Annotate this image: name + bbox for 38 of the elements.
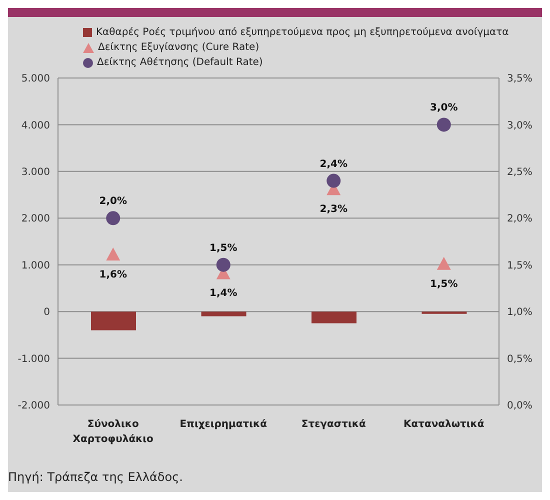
y-tick-label: 5.000 — [21, 74, 50, 85]
point — [436, 118, 451, 132]
y-tick-label: 0 — [44, 307, 50, 318]
point — [216, 258, 230, 272]
y-tick-label: -2.000 — [18, 400, 50, 412]
y2-tick-label: 1,5% — [507, 260, 532, 272]
x-tick-label: Επιχειρηματικά — [180, 419, 268, 430]
y-tick-label: 3.000 — [21, 166, 50, 178]
legend-label: Καθαρές Ροές τριμήνου από εξυπηρετούμενα προς μη εξυπηρετούμενα ανοίγματα — [96, 26, 509, 40]
x-tick-label: Σύνολικο Χαρτοφυλάκιο — [72, 419, 154, 445]
data-label: 2,4% — [320, 158, 348, 170]
y-tick-label: 4.000 — [21, 120, 50, 132]
text: Πηγή: Τράπεζα της Ελλάδος. — [8, 470, 183, 484]
legend-label: Δείκτης Εξυγίανσης (Cure Rate) — [98, 41, 260, 55]
data-label: 3,0% — [430, 102, 458, 114]
y2-tick-label: 3,5% — [507, 74, 532, 85]
y2-tick-label: 3,0% — [507, 120, 532, 132]
x-tick-label: Καταναλωτικά — [403, 419, 484, 430]
y2-tick-label: 1,0% — [507, 307, 532, 318]
y2-tick-label: 2,0% — [507, 214, 532, 225]
y2-tick-label: 0,0% — [507, 400, 532, 412]
x-tick-label: Στεγαστικά — [301, 419, 366, 430]
point — [436, 256, 451, 270]
point — [106, 248, 120, 261]
y-tick-label: 2.000 — [21, 214, 50, 225]
data-label: 2,0% — [99, 196, 127, 208]
point — [326, 174, 341, 188]
data-label: 1,5% — [210, 242, 238, 254]
point — [106, 211, 120, 226]
legend-label: Δείκτης Αθέτησης (Default Rate) — [97, 56, 263, 70]
data-label: 1,5% — [430, 278, 458, 290]
y-tick-label: -1.000 — [18, 354, 50, 365]
data-label: 1,6% — [99, 270, 127, 281]
y2-tick-label: 0,5% — [507, 354, 532, 365]
y2-tick-label: 2,5% — [507, 166, 532, 178]
y-tick-label: 1.000 — [21, 260, 50, 272]
data-label: 1,4% — [210, 288, 238, 300]
data-label: 2,3% — [320, 204, 348, 216]
